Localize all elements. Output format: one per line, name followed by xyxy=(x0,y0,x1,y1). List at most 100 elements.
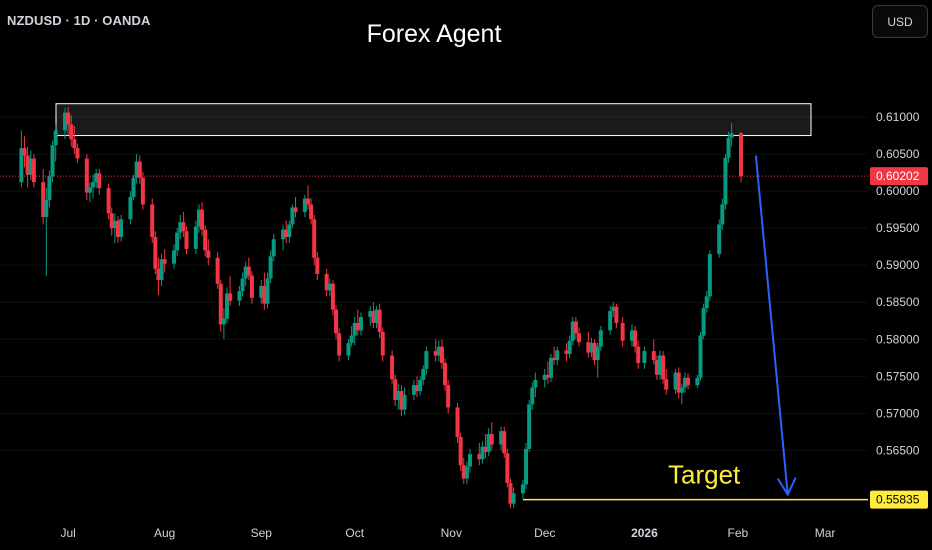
candle-body xyxy=(91,182,96,188)
candle xyxy=(97,168,102,195)
candle xyxy=(552,346,557,366)
candle xyxy=(140,171,145,210)
candle-body xyxy=(415,385,420,392)
candle-body xyxy=(520,484,525,494)
candle xyxy=(41,168,46,225)
candle xyxy=(330,280,335,316)
candle xyxy=(19,130,24,188)
candle xyxy=(739,131,743,183)
candle-body xyxy=(436,346,441,356)
candle-body xyxy=(570,321,575,341)
candle-body xyxy=(548,357,553,378)
candle-body xyxy=(94,173,99,183)
candle-body xyxy=(704,296,709,309)
candle-body xyxy=(63,112,67,131)
candle-body xyxy=(524,448,529,485)
candle xyxy=(480,441,485,464)
projection-arrow-head xyxy=(776,477,797,497)
candle-body xyxy=(243,266,248,279)
currency-button[interactable]: USD xyxy=(872,5,928,38)
candle-body xyxy=(358,317,363,331)
candle-body xyxy=(206,250,211,258)
candle-body xyxy=(729,133,734,138)
candle xyxy=(128,191,133,225)
candle xyxy=(31,154,36,188)
candle xyxy=(109,207,114,236)
candle xyxy=(396,383,401,410)
candle xyxy=(695,374,700,389)
candle-body xyxy=(69,124,74,140)
candle xyxy=(315,251,320,280)
candle xyxy=(720,198,725,230)
candle xyxy=(651,339,656,365)
candle-body xyxy=(502,431,507,454)
candle xyxy=(548,354,553,383)
candle-body xyxy=(477,454,482,460)
y-tick-label: 0.57000 xyxy=(876,406,920,420)
candle xyxy=(589,337,594,358)
candle-body xyxy=(327,283,332,291)
candle xyxy=(150,198,155,243)
candle xyxy=(505,448,510,488)
candle-body xyxy=(25,155,30,175)
candle-body xyxy=(455,407,460,438)
candle-body xyxy=(664,379,669,390)
current-price-value: 0.60202 xyxy=(876,169,920,183)
candle xyxy=(327,278,332,297)
candle xyxy=(461,457,466,484)
projection-arrow xyxy=(754,155,789,495)
candle-body xyxy=(374,309,379,323)
resistance-zone xyxy=(55,103,812,137)
candle-body xyxy=(22,148,27,156)
candle-body xyxy=(150,204,155,238)
candle xyxy=(620,317,625,347)
y-tick-label: 0.59500 xyxy=(876,221,920,235)
candle xyxy=(577,327,582,347)
candle-body xyxy=(686,377,691,386)
candle xyxy=(611,302,616,318)
candle-body xyxy=(181,222,186,232)
candle xyxy=(193,220,198,255)
candle xyxy=(172,244,177,269)
candle-body xyxy=(368,311,373,318)
candle-body xyxy=(371,311,376,323)
candle-body xyxy=(112,220,117,229)
x-tick-label: Sep xyxy=(251,526,273,540)
candle-body xyxy=(240,278,245,292)
candle-body xyxy=(28,158,33,175)
candle-body xyxy=(739,133,743,177)
x-tick-label: Dec xyxy=(534,526,555,540)
candle-body xyxy=(393,379,398,400)
candle xyxy=(215,251,220,289)
candle xyxy=(411,380,416,400)
candle xyxy=(346,339,351,360)
candle-body xyxy=(262,285,267,304)
candle xyxy=(464,461,469,485)
candle xyxy=(268,250,273,283)
candle-body xyxy=(140,177,145,205)
candle xyxy=(53,124,58,162)
candle xyxy=(302,194,307,218)
candle xyxy=(28,150,33,180)
candle xyxy=(489,422,494,451)
candle xyxy=(533,372,538,398)
candle-body xyxy=(178,222,183,233)
candle xyxy=(642,346,647,369)
candle xyxy=(527,400,532,452)
candle-body xyxy=(334,309,339,334)
candle xyxy=(586,331,591,358)
candle xyxy=(228,276,233,306)
candle xyxy=(181,211,186,238)
candle-body xyxy=(196,209,201,227)
candle xyxy=(608,305,613,335)
candle xyxy=(87,182,92,203)
candle xyxy=(334,305,339,340)
candle xyxy=(66,106,71,135)
candle xyxy=(439,339,444,369)
candle xyxy=(112,213,117,243)
candle xyxy=(390,350,395,384)
candle-body xyxy=(586,342,591,353)
candle-body xyxy=(349,335,354,343)
candle-body xyxy=(380,331,385,356)
